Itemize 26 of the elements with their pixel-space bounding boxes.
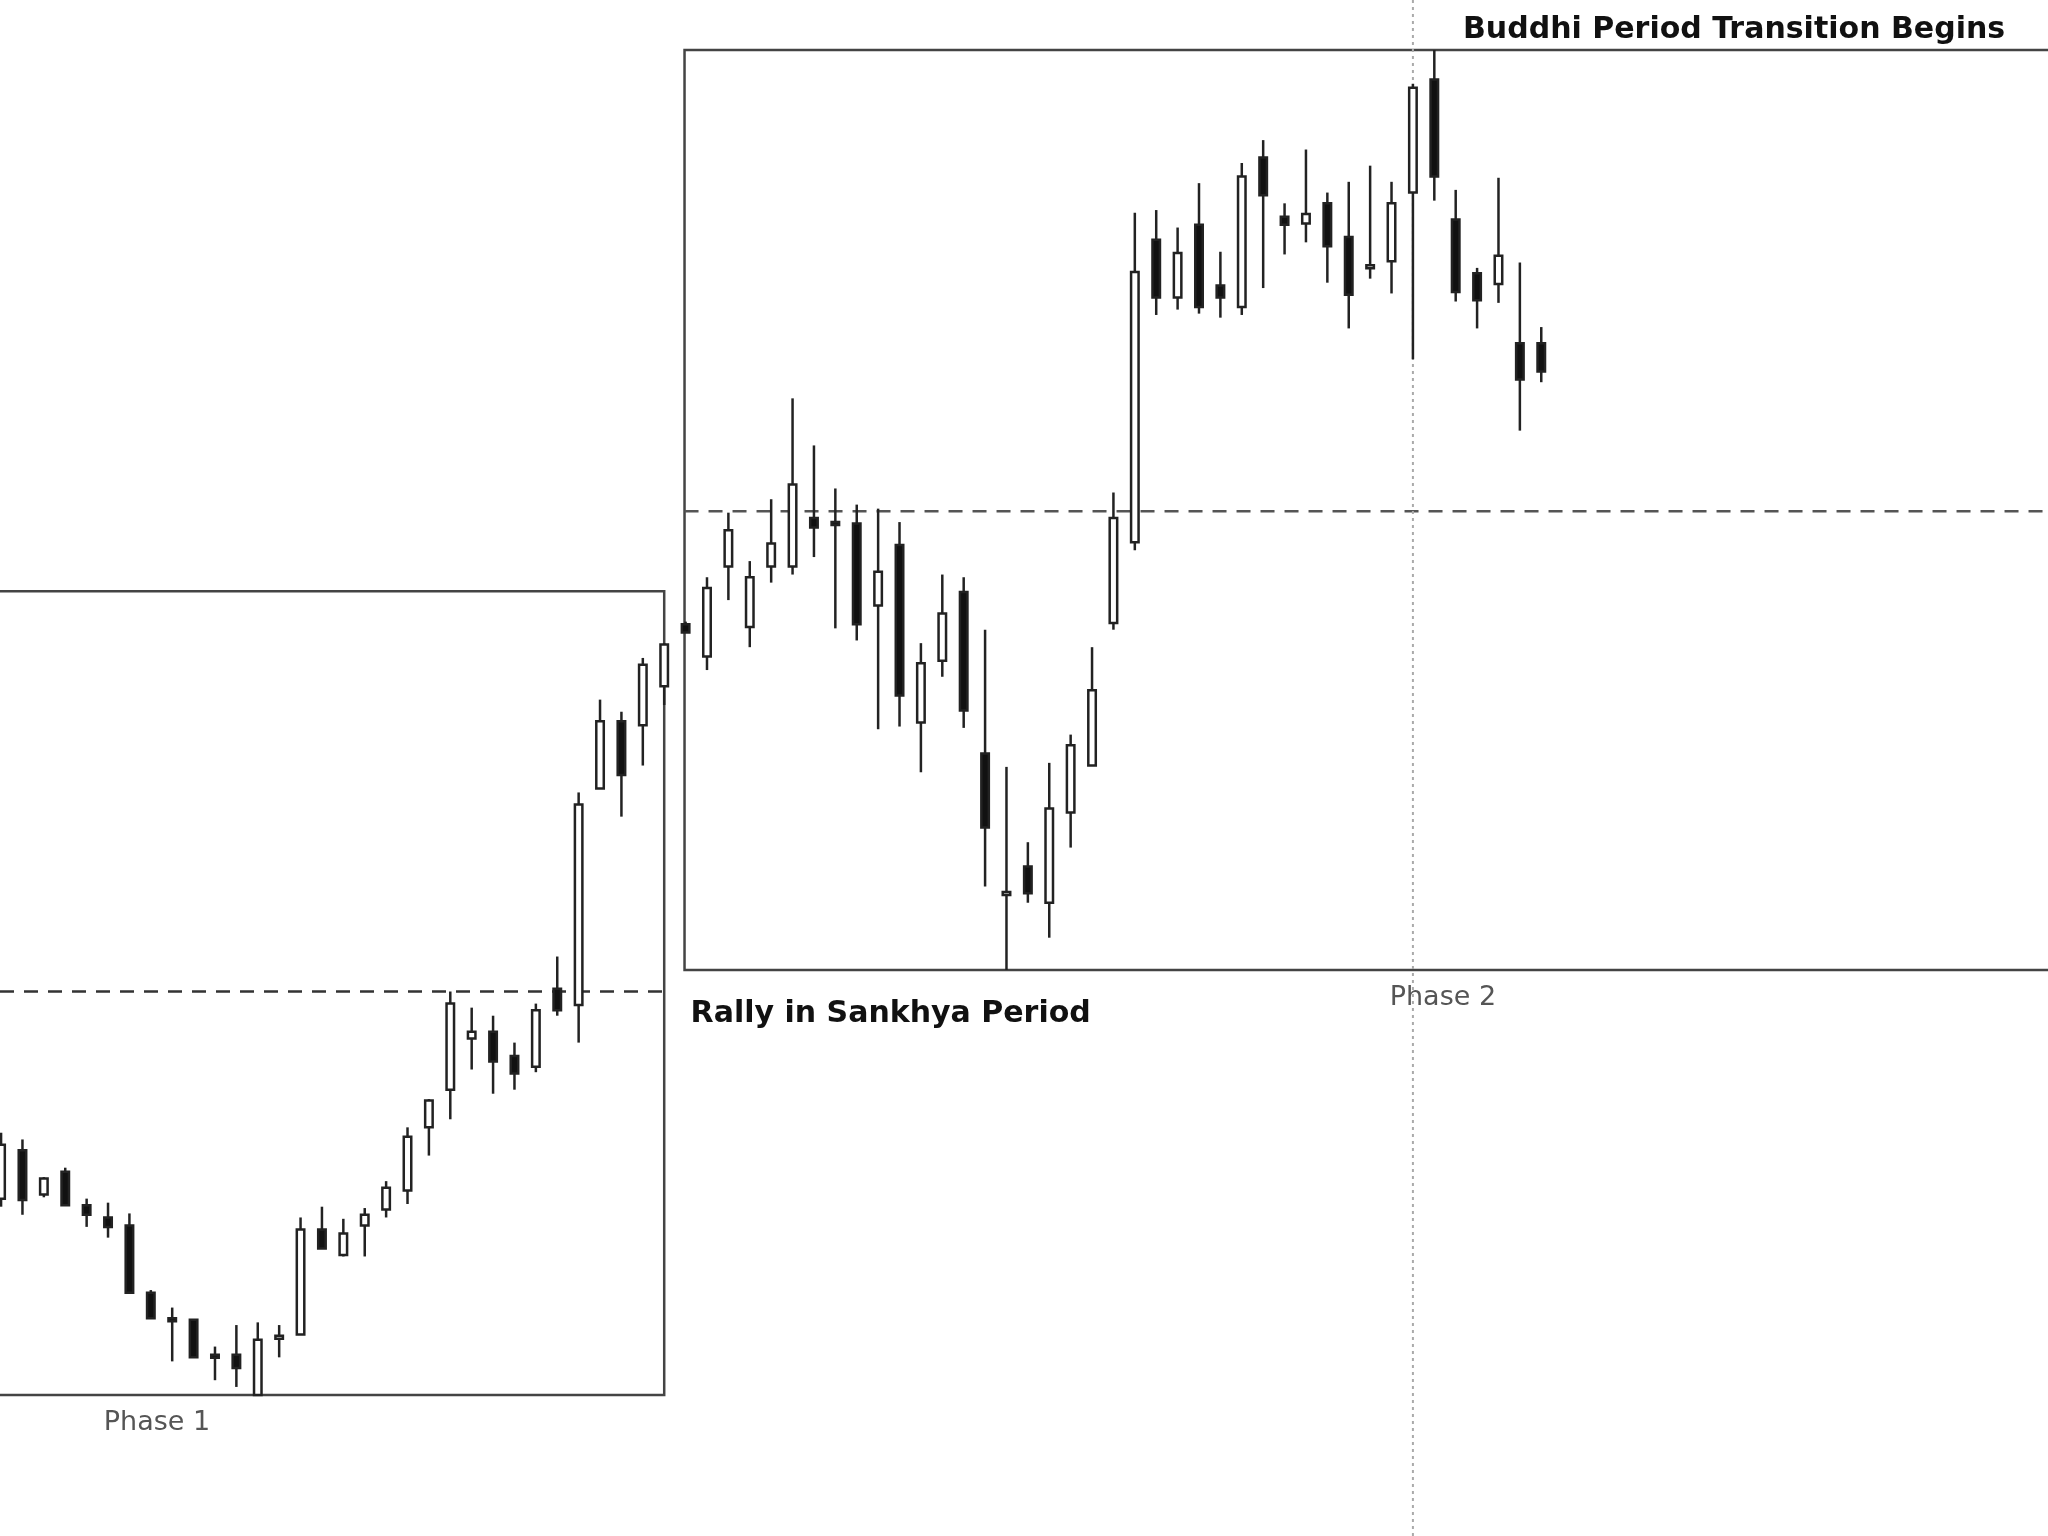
candlestick [209,1345,220,1382]
annotation: Rally in Sankhya Period [690,993,1091,1029]
candlestick [81,1197,92,1229]
candlestick [274,1323,285,1359]
candlestick [830,487,841,630]
candlestick [1300,148,1311,244]
candlestick [167,1306,178,1363]
candlestick [766,497,777,584]
candlestick [1215,250,1226,319]
candlestick [38,1175,49,1199]
annotation: Phase 2 [1389,980,1497,1011]
candlestick [509,1041,520,1091]
candlestick [381,1179,392,1219]
candlestick [1365,164,1376,280]
candlestick [359,1206,370,1258]
candlestick [808,444,819,559]
candlestick [1279,202,1290,256]
candlestick [316,1205,327,1250]
text: Phase 1 [103,1405,211,1437]
candlestick [338,1217,349,1258]
candlestick [466,1006,477,1071]
candlestick [1001,765,1012,972]
candlestick [231,1323,242,1389]
text: Buddhi Period Transition Begins [1463,9,2006,45]
candlestick [552,955,563,1017]
candlestick [103,1201,114,1239]
